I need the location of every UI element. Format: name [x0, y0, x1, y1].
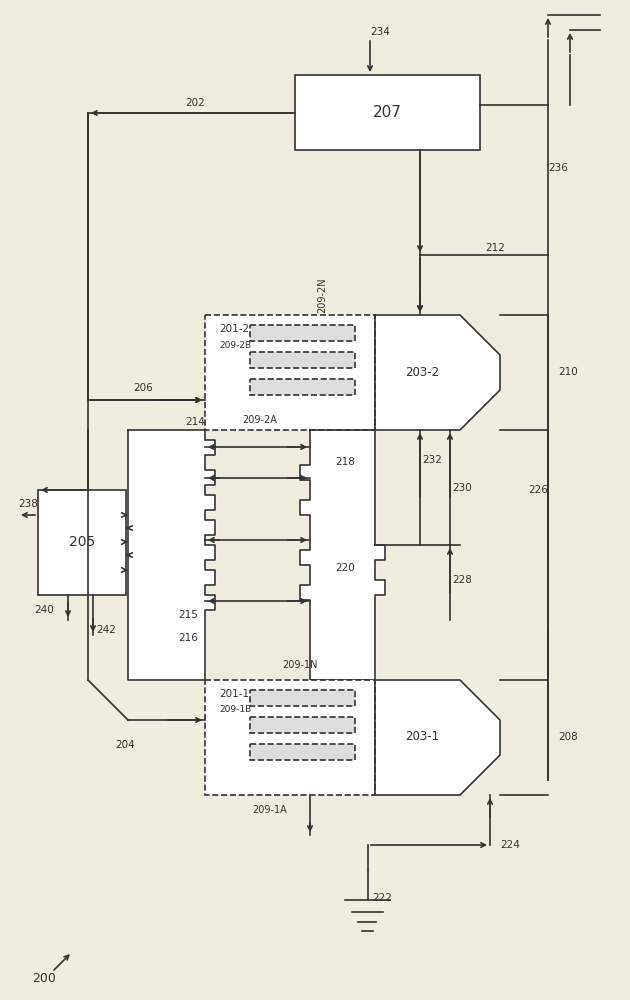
Text: 212: 212 — [485, 243, 505, 253]
Bar — [295, 75, 480, 150]
Text: 236: 236 — [548, 163, 568, 173]
Bar — [205, 315, 375, 430]
Text: 203-2: 203-2 — [405, 365, 439, 378]
Text: 209-1B: 209-1B — [219, 706, 251, 714]
Text: 228: 228 — [452, 575, 472, 585]
Text: 203-1: 203-1 — [405, 730, 439, 744]
Text: 200: 200 — [32, 972, 56, 984]
Text: 206: 206 — [133, 383, 153, 393]
Polygon shape — [375, 315, 500, 430]
Bar — [250, 690, 355, 706]
Bar — [250, 379, 355, 395]
Bar — [250, 744, 355, 760]
Bar — [250, 717, 355, 733]
Text: 222: 222 — [372, 893, 392, 903]
Text: 210: 210 — [558, 367, 578, 377]
Text: 232: 232 — [422, 455, 442, 465]
Polygon shape — [128, 430, 215, 680]
Text: 209-1N: 209-1N — [282, 660, 318, 670]
Text: 209-2N: 209-2N — [317, 277, 327, 313]
Text: 230: 230 — [452, 483, 472, 493]
Bar — [38, 490, 126, 595]
Bar — [205, 680, 375, 795]
Text: 226: 226 — [528, 485, 548, 495]
Bar — [250, 352, 355, 368]
Text: 242: 242 — [96, 625, 116, 635]
Text: 215: 215 — [178, 610, 198, 620]
Text: 208: 208 — [558, 732, 578, 742]
Text: 216: 216 — [178, 633, 198, 643]
Text: 207: 207 — [373, 105, 402, 120]
Text: 209-2A: 209-2A — [243, 415, 277, 425]
Text: 202: 202 — [185, 98, 205, 108]
Text: 224: 224 — [500, 840, 520, 850]
Text: 214: 214 — [185, 417, 205, 427]
Text: 209-2B: 209-2B — [219, 340, 251, 350]
Text: 238: 238 — [18, 499, 38, 509]
Polygon shape — [375, 680, 500, 795]
Text: 218: 218 — [335, 457, 355, 467]
Text: 204: 204 — [115, 740, 135, 750]
Polygon shape — [300, 430, 385, 680]
Bar — [250, 325, 355, 341]
Text: 240: 240 — [34, 605, 54, 615]
Text: 201-2: 201-2 — [219, 324, 249, 334]
Text: 234: 234 — [370, 27, 390, 37]
Text: 220: 220 — [335, 563, 355, 573]
Text: 205: 205 — [69, 536, 95, 550]
Text: 209-1A: 209-1A — [253, 805, 287, 815]
Text: 201-1: 201-1 — [219, 689, 249, 699]
